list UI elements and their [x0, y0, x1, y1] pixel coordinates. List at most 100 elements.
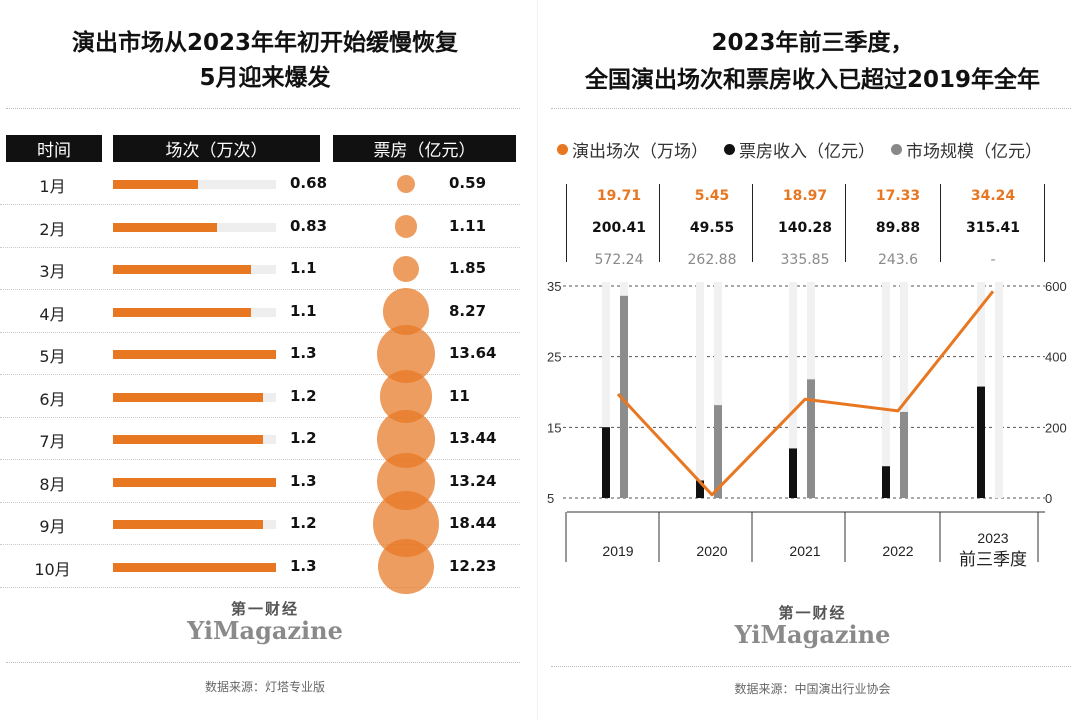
left-logo-cn: 第一财经 [230, 600, 299, 618]
revenue-value: 0.59 [449, 174, 487, 192]
market-value: 262.88 [687, 252, 737, 268]
revenue-value: 11 [449, 386, 470, 405]
value-column: 18.97 140.28 335.85 [758, 180, 852, 276]
market-value: 335.85 [780, 252, 830, 268]
row-divider [0, 246, 520, 248]
x-tick-label: 2023 [977, 530, 1008, 546]
count-bar [113, 435, 264, 444]
boxoffice-bar [882, 466, 890, 498]
row-divider [0, 374, 520, 375]
month-label: 3月 [39, 262, 66, 281]
right-axis-tick: 600 [1045, 279, 1067, 294]
count-bar-track [113, 350, 276, 359]
x-tick-label: 2019 [602, 543, 633, 559]
count-bar [113, 350, 276, 359]
revenue-bubble [396, 174, 416, 194]
left-axis-tick: 15 [547, 420, 561, 435]
right-logo-cn: 第一财经 [778, 604, 847, 622]
month-row: 4月 1.1 8.27 [0, 291, 520, 333]
right-axis-tick: 200 [1045, 420, 1067, 435]
boxoffice-value: 49.55 [689, 220, 735, 236]
left-title-line2: 5月迎来爆发 [199, 65, 331, 91]
count-bar-track [113, 265, 276, 274]
boxoffice-value: 89.88 [875, 220, 921, 236]
month-row: 5月 1.3 13.64 [0, 333, 520, 375]
table-column-divider [940, 184, 941, 262]
count-bar [113, 265, 251, 274]
value-column: 34.24 315.41 - [946, 180, 1040, 276]
annual-panel: 2023年前三季度， 全国演出场次和票房收入已超过2019年全年 演出场次（万场… [545, 0, 1080, 720]
right-title-line2: 全国演出场次和票房收入已超过2019年全年 [584, 67, 1040, 93]
value-column: 5.45 49.55 262.88 [665, 180, 759, 276]
count-bar [113, 392, 264, 402]
market-bar [620, 295, 628, 498]
count-bar [113, 307, 251, 317]
month-label: 1月 [39, 177, 66, 196]
legend-shows: 演出场次（万场） [557, 137, 708, 162]
count-value: 1.2 [290, 429, 317, 447]
month-row: 10月 1.3 12.23 [0, 546, 520, 588]
month-row: 3月 1.1 1.85 [0, 248, 520, 290]
row-divider [0, 459, 520, 460]
boxoffice-value: 140.28 [777, 220, 833, 236]
month-row: 2月 0.83 1.11 [0, 206, 520, 248]
month-row: 8月 1.3 13.24 [0, 461, 520, 503]
count-value: 1.3 [290, 344, 317, 362]
month-label: 6月 [39, 389, 66, 409]
revenue-value: 8.27 [449, 301, 487, 320]
month-row: 1月 0.68 0.59 [0, 163, 520, 205]
market-value: - [990, 252, 996, 268]
shows-value: 5.45 [694, 188, 730, 204]
title-divider [6, 108, 520, 109]
right-title-line1: 2023年前三季度， [711, 30, 914, 56]
count-bar [113, 562, 276, 572]
left-axis-tick: 5 [547, 491, 554, 506]
revenue-value: 18.44 [449, 514, 497, 532]
boxoffice-bar [602, 427, 610, 498]
monthly-panel: 演出市场从2023年年初开始缓慢恢复 5月迎来爆发 时间 场次（万次） 票房（亿… [0, 0, 530, 720]
market-bar [714, 405, 722, 498]
revenue-bubble [378, 538, 434, 595]
revenue-bubble [392, 255, 420, 283]
boxoffice-value: 200.41 [591, 220, 647, 236]
month-label: 5月 [39, 347, 66, 366]
bar-background [789, 282, 797, 498]
boxoffice-bar [696, 480, 704, 498]
table-column-divider [845, 184, 846, 262]
chart-legend: 演出场次（万场） 票房收入（亿元） 市场规模（亿元） [557, 137, 1042, 162]
revenue-value: 13.24 [449, 471, 497, 490]
legend-dot-black [724, 144, 735, 155]
count-value: 0.83 [290, 216, 328, 235]
value-column: 19.71 200.41 572.24 [572, 180, 666, 276]
revenue-value: 13.44 [449, 429, 497, 447]
header-time: 时间 [6, 135, 102, 162]
left-source: 数据来源：灯塔专业版 [204, 680, 325, 694]
row-divider [0, 416, 520, 418]
row-divider [0, 331, 520, 333]
right-axis-tick: 400 [1045, 350, 1067, 365]
legend-dot-orange [557, 144, 568, 155]
bar-background [882, 282, 890, 498]
boxoffice-value: 315.41 [965, 220, 1021, 236]
boxoffice-bar [977, 386, 985, 498]
bar-background [696, 282, 704, 498]
left-axis-tick: 25 [547, 350, 561, 365]
right-footer-divider [551, 666, 1071, 667]
shows-line [616, 290, 995, 497]
row-divider [0, 586, 520, 588]
row-divider [0, 501, 520, 503]
month-label: 2月 [39, 219, 66, 239]
table-column-divider [1044, 184, 1045, 262]
count-bar [113, 520, 264, 529]
count-bar [113, 180, 199, 189]
count-value: 1.3 [290, 471, 317, 490]
row-divider [0, 289, 520, 290]
count-value: 1.1 [290, 301, 317, 320]
legend-boxoffice: 票房收入（亿元） [724, 137, 875, 162]
revenue-value: 13.64 [449, 344, 497, 362]
bar-background [602, 282, 610, 498]
month-label: 8月 [39, 474, 66, 494]
shows-value: 34.24 [970, 188, 1016, 204]
revenue-value: 12.23 [449, 556, 497, 575]
boxoffice-bar [789, 448, 797, 498]
